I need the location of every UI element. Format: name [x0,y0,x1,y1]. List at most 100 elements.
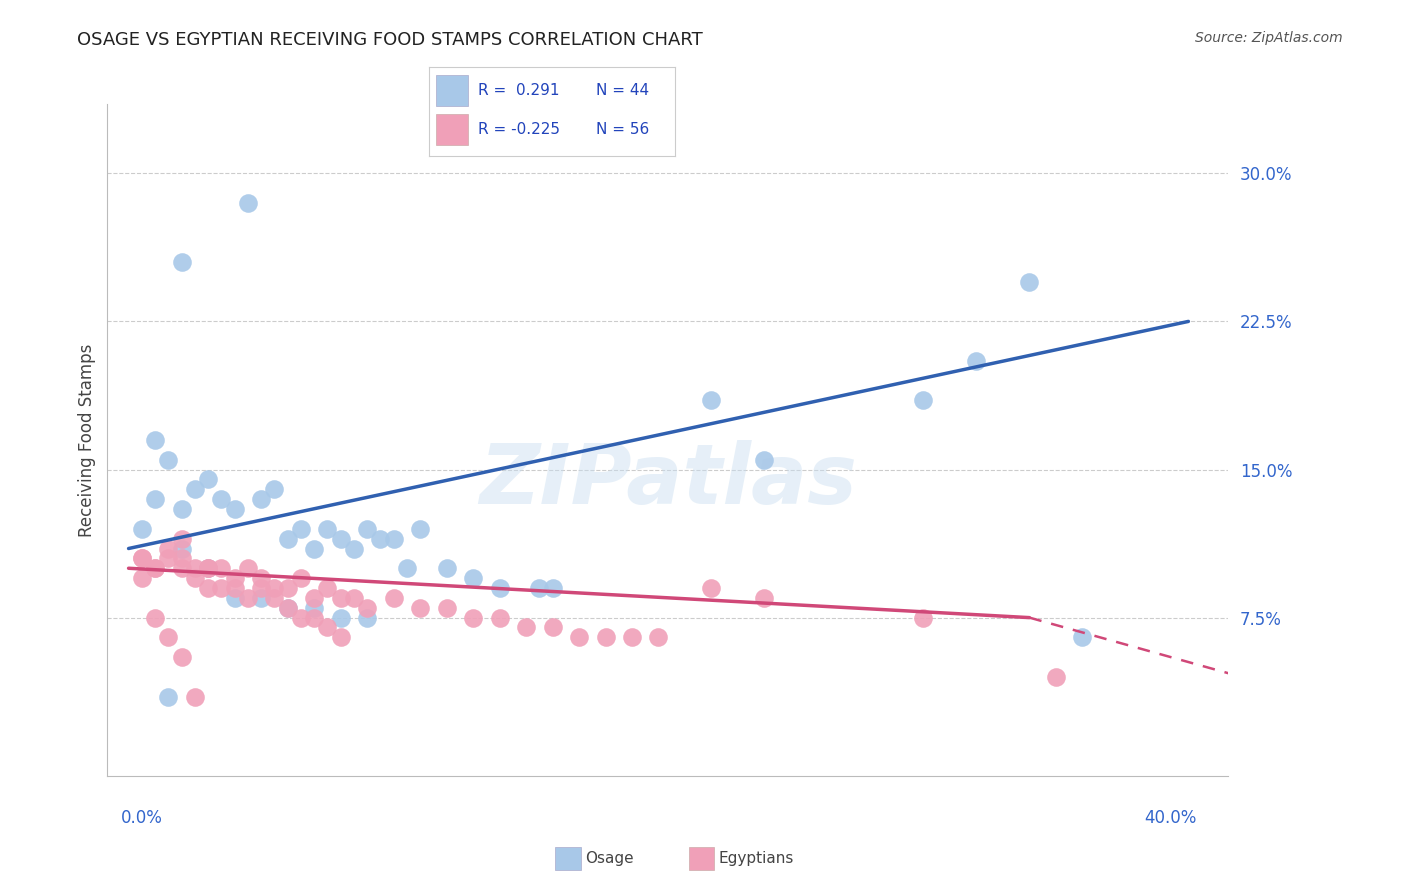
Point [290,610,312,624]
Point [461,571,484,585]
FancyBboxPatch shape [436,114,468,145]
Point [157,452,180,467]
Point [382,591,405,605]
Point [395,561,418,575]
Point [329,610,352,624]
Point [356,610,378,624]
Point [461,610,484,624]
Point [197,561,219,575]
Point [316,620,339,634]
Point [620,631,643,645]
Point [209,581,232,595]
Point [302,541,325,556]
Point [263,581,285,595]
Point [343,541,366,556]
Point [568,631,591,645]
Point [912,610,935,624]
Text: N = 56: N = 56 [596,122,650,137]
Point [302,591,325,605]
Point [170,255,193,269]
Point [184,571,207,585]
Point [541,581,564,595]
Point [541,620,564,634]
Point [197,561,219,575]
Point [754,452,776,467]
Point [170,551,193,566]
Text: Source: ZipAtlas.com: Source: ZipAtlas.com [1195,31,1343,45]
Point [250,591,273,605]
Text: 0.0%: 0.0% [121,809,163,827]
Point [277,600,299,615]
Point [131,522,153,536]
Point [329,532,352,546]
Point [236,561,259,575]
Point [184,483,207,497]
Point [700,393,723,408]
Point [143,561,166,575]
Point [409,600,432,615]
Point [329,631,352,645]
Point [250,571,273,585]
Point [595,631,617,645]
Point [143,561,166,575]
Point [131,551,153,566]
Point [157,551,180,566]
Point [131,551,153,566]
Point [302,600,325,615]
Text: Osage: Osage [585,852,634,866]
Point [277,581,299,595]
Point [290,522,312,536]
Point [316,522,339,536]
FancyBboxPatch shape [436,75,468,106]
Y-axis label: Receiving Food Stamps: Receiving Food Stamps [79,343,96,537]
Point [277,600,299,615]
Point [436,600,458,615]
Point [157,690,180,704]
Point [488,581,510,595]
Point [209,561,232,575]
Point [488,610,510,624]
Point [170,532,193,546]
Text: Egyptians: Egyptians [718,852,794,866]
Point [277,532,299,546]
Point [170,541,193,556]
Point [209,492,232,507]
Point [143,610,166,624]
Point [409,522,432,536]
Point [356,600,378,615]
Point [250,581,273,595]
Point [250,492,273,507]
Text: OSAGE VS EGYPTIAN RECEIVING FOOD STAMPS CORRELATION CHART: OSAGE VS EGYPTIAN RECEIVING FOOD STAMPS … [77,31,703,49]
Point [157,541,180,556]
Point [529,581,551,595]
Point [515,620,537,634]
Point [197,581,219,595]
Point [754,591,776,605]
Point [647,631,669,645]
Point [700,581,723,595]
Point [343,591,366,605]
Point [170,650,193,665]
Point [224,591,246,605]
Point [170,561,193,575]
Text: ZIPatlas: ZIPatlas [479,440,856,521]
Point [290,571,312,585]
Point [184,561,207,575]
Point [436,561,458,575]
Point [329,591,352,605]
Point [1071,631,1094,645]
Point [302,610,325,624]
Point [236,196,259,211]
Point [1045,670,1067,684]
Point [368,532,391,546]
Point [263,591,285,605]
Point [965,354,987,368]
Text: N = 44: N = 44 [596,84,650,98]
Text: R =  0.291: R = 0.291 [478,84,560,98]
Point [1018,275,1040,289]
Point [263,483,285,497]
Point [236,591,259,605]
Point [197,472,219,486]
Point [912,393,935,408]
Text: R = -0.225: R = -0.225 [478,122,560,137]
